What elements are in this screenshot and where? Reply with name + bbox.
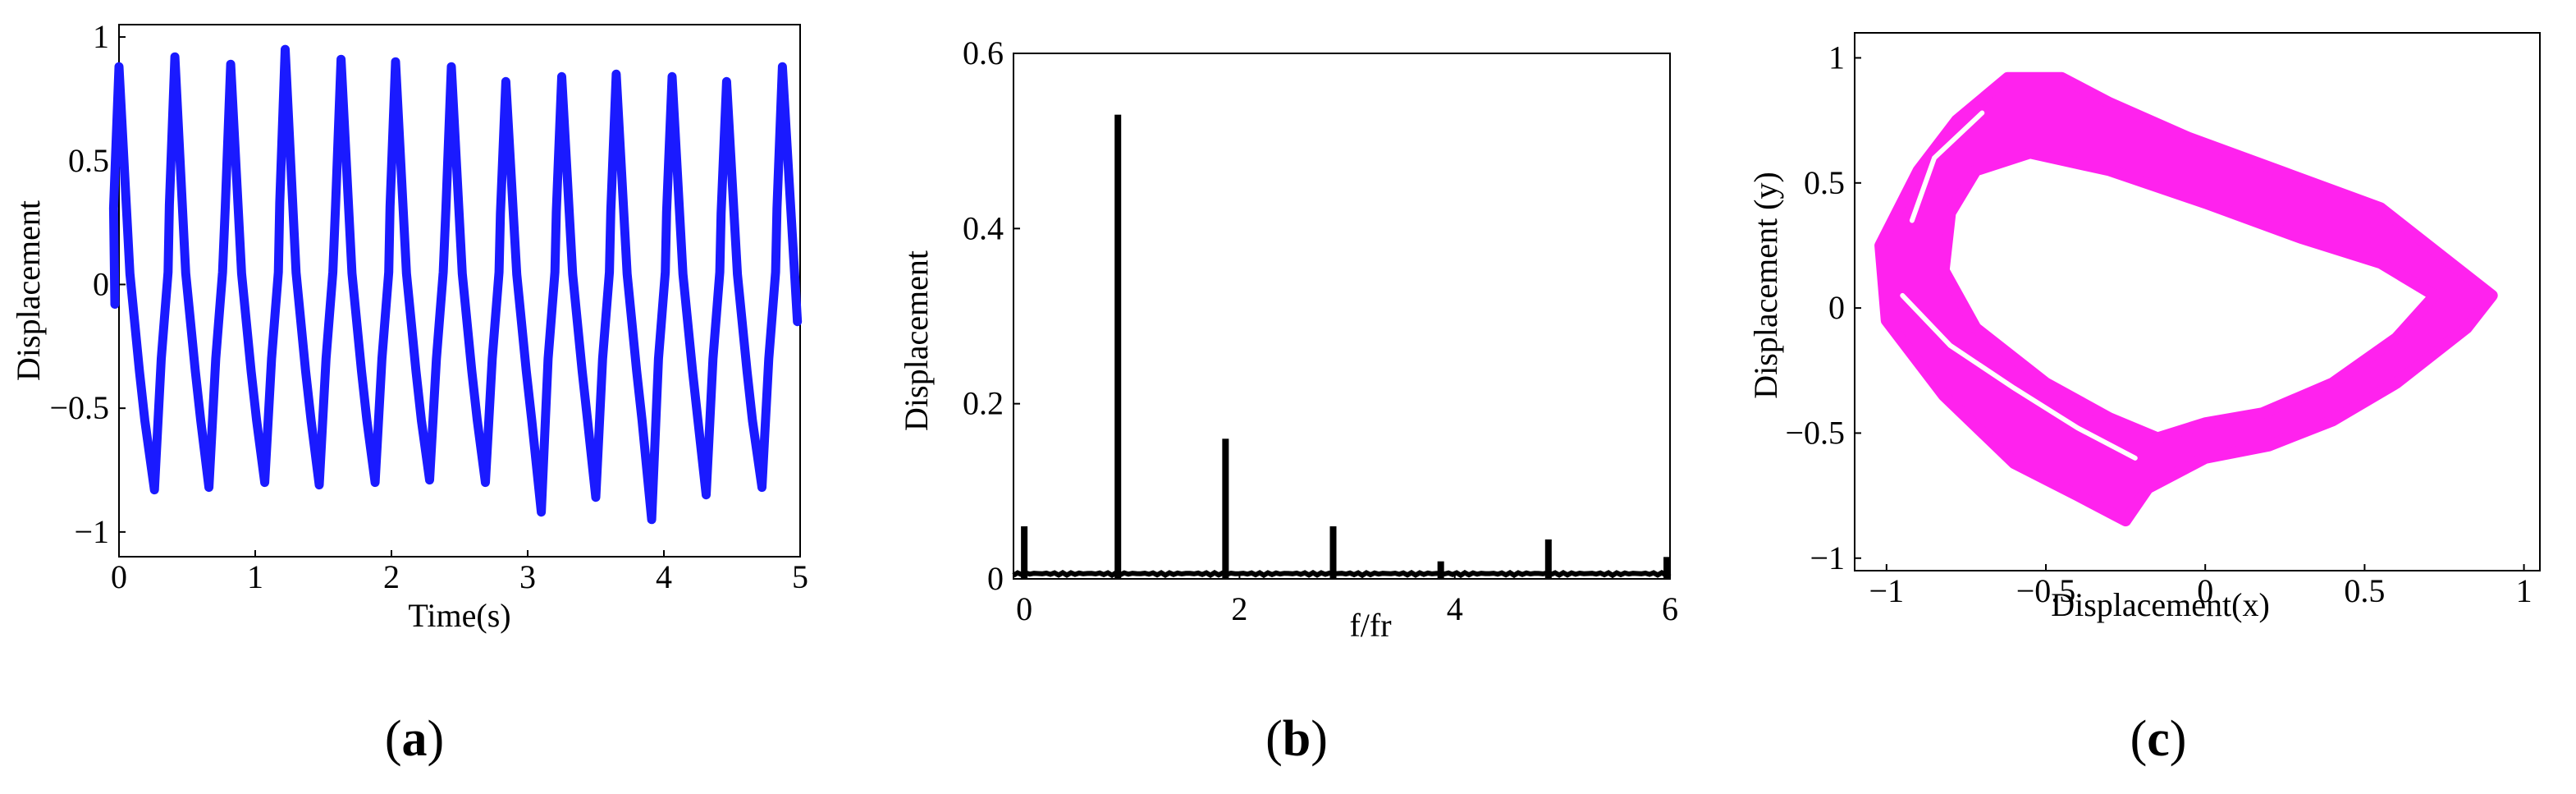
x-tick-label: 0: [2197, 572, 2213, 609]
y-tick-label: −1: [1810, 539, 1845, 576]
panel-label: (a): [385, 711, 444, 767]
y-axis-label: Displacement (y): [1747, 172, 1784, 399]
spectrum-peak: [1437, 561, 1444, 579]
y-tick-label: 0.6: [963, 34, 1004, 71]
panel-label: (c): [2130, 711, 2187, 767]
x-tick-label: 2: [383, 558, 400, 595]
x-tick-label: 5: [792, 558, 808, 595]
y-tick-label: −0.5: [1785, 414, 1845, 451]
x-tick-label: 4: [1447, 590, 1463, 627]
spectrum-peak: [1021, 526, 1028, 579]
y-tick-label: 1: [93, 18, 109, 55]
y-tick-label: 0.2: [963, 385, 1004, 422]
x-tick-label: 6: [1662, 590, 1678, 627]
spectrum-chart: 0 2 4 6 0 0.2 0.4 0.6 f/fr Displacement (b): [898, 34, 1678, 767]
x-tick-label: 4: [656, 558, 672, 595]
panel-a-time-series: 0 1 2 3 4 5 −1 −0.5 0 0.5 1 Time(s) Displacement (a): [0, 0, 845, 794]
y-tick-label: 0: [93, 265, 109, 302]
spectrum-peak: [1329, 526, 1337, 579]
y-tick-label: 0.5: [68, 142, 109, 179]
x-tick-label: 2: [1231, 590, 1247, 627]
x-tick-label: 3: [519, 558, 536, 595]
x-axis-label: Time(s): [408, 597, 510, 634]
y-axis-label: Displacement: [898, 250, 935, 431]
spectrum-peak: [1544, 539, 1552, 579]
panel-b-spectrum: 0 2 4 6 0 0.2 0.4 0.6 f/fr Displacement (b): [870, 0, 1723, 794]
y-tick-label: −1: [74, 513, 109, 550]
x-axis-label: f/fr: [1349, 607, 1391, 644]
x-tick-label: 0.5: [2344, 572, 2385, 609]
spectrum-baseline: [1012, 570, 1672, 579]
y-tick-label: 1: [1828, 39, 1845, 76]
x-tick-label: −0.5: [2016, 572, 2076, 609]
spectrum-peak: [1222, 438, 1229, 579]
orbit-chart: −1 −0.5 0 0.5 1 −1 −0.5 0 0.5 1 Displacement(x) Dis…: [1747, 32, 2541, 767]
panel-c-orbit: −1 −0.5 0 0.5 1 −1 −0.5 0 0.5 1 Displacement(x) Dis…: [1747, 0, 2576, 794]
x-tick-label: 1: [2516, 572, 2533, 609]
y-tick-label: 0: [987, 560, 1004, 597]
x-axis-label: Displacement(x): [2051, 586, 2270, 623]
orbit-gap: [1909, 110, 1985, 223]
displacement-series-line: [108, 44, 803, 525]
panel-label: (b): [1265, 711, 1328, 767]
x-tick-label: 0: [1016, 590, 1032, 627]
x-tick-label: −1: [1869, 572, 1905, 609]
spectrum-peak: [1114, 114, 1122, 579]
y-tick-label: −0.5: [49, 389, 109, 426]
x-tick-label: 1: [247, 558, 263, 595]
y-axis-label: Displacement: [10, 200, 47, 381]
orbit-band: [1874, 71, 2498, 527]
y-tick-label: 0.4: [963, 209, 1004, 246]
spectrum-peak: [1663, 557, 1671, 579]
x-tick-label: 0: [111, 558, 127, 595]
y-tick-label: 0: [1828, 289, 1845, 326]
plot-frame: [1013, 53, 1671, 580]
plot-frame: [1854, 32, 2541, 571]
y-tick-label: 0.5: [1804, 164, 1845, 201]
time-series-chart: 0 1 2 3 4 5 −1 −0.5 0 0.5 1 Time(s) Displacement (a): [10, 18, 808, 767]
orbit-gap: [1900, 292, 2138, 461]
